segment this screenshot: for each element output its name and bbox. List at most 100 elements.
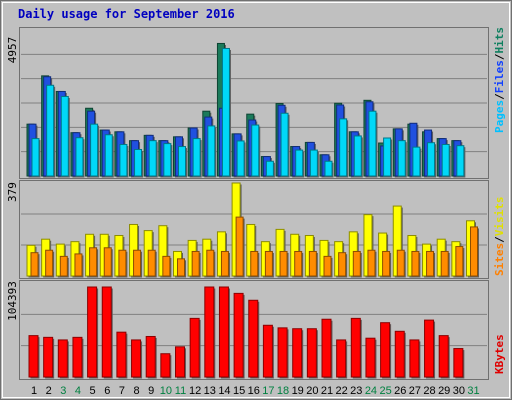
kbytes-bar (380, 322, 392, 379)
kbytes-bar (131, 339, 143, 379)
kbytes-bar (365, 337, 377, 379)
pages-bar (148, 140, 158, 178)
kbytes-bar (204, 286, 216, 379)
sites-bar (426, 250, 436, 278)
kbytes-bar (453, 348, 465, 379)
kbytes-bar (248, 299, 260, 379)
hits-panel-legend: Pages/Files/Hits (493, 27, 506, 133)
pages-bar (383, 137, 393, 178)
series-legend: KBytes (493, 334, 506, 374)
sites-bar (89, 247, 99, 278)
sites-bar (382, 250, 392, 278)
sites-bar (103, 247, 113, 278)
kbytes-bar (28, 335, 40, 379)
day-label: 16 (248, 385, 260, 397)
sites-bar (396, 249, 406, 278)
day-label: 22 (336, 385, 348, 397)
kbytes-bar (424, 319, 436, 379)
sites-bar (470, 226, 479, 278)
kbytes-bar (116, 331, 128, 379)
pages-bar (339, 118, 349, 178)
pages-bar (31, 138, 41, 178)
sites-bar (264, 250, 274, 278)
kbytes-bar (306, 328, 318, 379)
day-label: 17 (262, 385, 274, 397)
kbytes-bar (321, 318, 333, 379)
day-label: 23 (350, 385, 362, 397)
day-label: 19 (292, 385, 304, 397)
day-label: 13 (204, 385, 216, 397)
day-label: 29 (438, 385, 450, 397)
day-label: 8 (133, 385, 139, 397)
sites-bar (177, 258, 186, 278)
kbytes-bar (336, 339, 348, 379)
legend-sites: Sites (493, 243, 506, 276)
day-axis-labels: 1 2 3 4 5 6 7 8 9 10 11 12 13 14 15 16 17 18 19 20 21 22 23 24 2… (31, 385, 480, 397)
sites-bar (455, 246, 465, 278)
day-label: 26 (394, 385, 406, 397)
kbytes-bar (57, 339, 69, 379)
sites-bar (74, 253, 84, 278)
pages-bar (221, 47, 231, 178)
hits-panel-frame (19, 27, 489, 179)
day-label: 3 (60, 385, 66, 397)
series-legend: Sites/Visits (493, 197, 506, 277)
visits-panel-frame (19, 180, 489, 279)
pages-bar (368, 110, 378, 178)
kbytes-bar (145, 335, 157, 379)
pages-bar (280, 112, 290, 178)
visits-max-label: 379 (6, 182, 19, 202)
kbytes-bar (160, 353, 172, 379)
kbytes-max-label: 104393 (6, 281, 19, 321)
day-label: 30 (453, 385, 465, 397)
day-label: 5 (90, 385, 96, 397)
sites-bar (147, 249, 157, 278)
pages-bar (265, 160, 275, 178)
day-label: 2 (46, 385, 52, 397)
pages-bar (75, 137, 85, 178)
pages-bar (324, 160, 334, 178)
sites-bar (191, 250, 201, 278)
day-label: 24 (365, 385, 377, 397)
legend-visits: Visits (493, 197, 506, 237)
day-label: 9 (148, 385, 154, 397)
pages-bar (163, 143, 173, 178)
day-label: 20 (306, 385, 318, 397)
day-label: 10 (160, 385, 172, 397)
day-label: 31 (467, 385, 479, 397)
day-label: 7 (119, 385, 125, 397)
day-label: 14 (218, 385, 230, 397)
day-label: 6 (104, 385, 110, 397)
hits-bars (26, 42, 466, 178)
day-label: 18 (277, 385, 289, 397)
sites-bar (338, 252, 348, 278)
sites-bar (118, 249, 128, 278)
kbytes-panel-frame (19, 280, 489, 380)
pages-bar (427, 142, 437, 178)
sites-bar (352, 250, 362, 278)
day-label: 15 (233, 385, 245, 397)
pages-bar (236, 140, 246, 178)
kbytes-bar (43, 336, 55, 379)
sites-bar (133, 249, 143, 278)
kbytes-bar (189, 317, 201, 379)
series-legend: Pages/Files/Hits (493, 27, 506, 133)
pages-bar (90, 123, 100, 178)
sites-bar (206, 249, 216, 278)
kbytes-bar (87, 286, 99, 379)
kbytes-bar (394, 330, 406, 379)
kbytes-bar (101, 286, 113, 379)
day-label: 12 (189, 385, 201, 397)
sites-bar (279, 250, 289, 278)
kbytes-bar (72, 336, 84, 379)
kbytes-bar (292, 328, 304, 379)
kbytes-bar (438, 335, 450, 379)
pages-bar (134, 148, 144, 178)
pages-bar (60, 95, 70, 178)
kbytes-panel-legend: KBytes (493, 334, 506, 374)
sites-bar (323, 255, 333, 278)
pages-bar (412, 146, 422, 178)
pages-bar (178, 146, 187, 178)
